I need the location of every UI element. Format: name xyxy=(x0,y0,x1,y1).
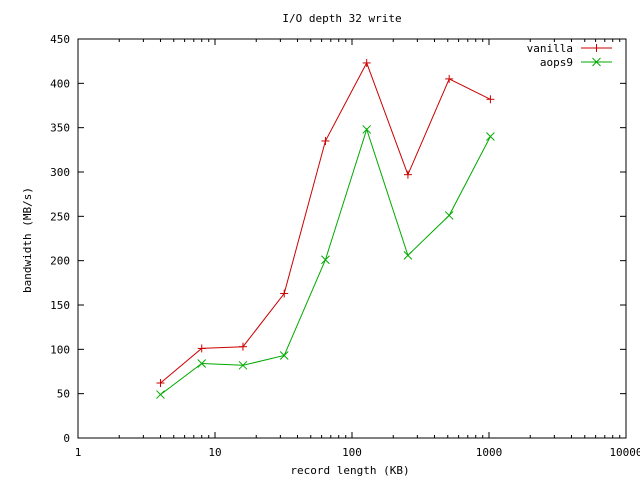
y-tick-label: 200 xyxy=(50,255,70,268)
x-tick-label: 100 xyxy=(342,446,362,459)
data-point-aops9 xyxy=(279,351,289,360)
marker-stroke xyxy=(362,125,372,134)
marker-stroke xyxy=(156,390,165,399)
data-point-vanilla xyxy=(156,379,165,388)
data-point-aops9 xyxy=(444,211,454,220)
series-line-aops9 xyxy=(160,127,491,395)
y-tick-label: 0 xyxy=(63,432,70,445)
chart-title: I/O depth 32 write xyxy=(282,12,401,25)
data-point-vanilla xyxy=(280,289,289,298)
data-point-aops9 xyxy=(156,390,165,399)
marker-stroke xyxy=(592,57,601,67)
marker-stroke xyxy=(238,360,248,370)
marker-stroke xyxy=(321,255,330,265)
marker-stroke xyxy=(197,359,207,368)
data-point-vanilla xyxy=(238,342,247,351)
legend-marker-aops9 xyxy=(592,57,601,67)
x-tick-label: 10 xyxy=(208,446,221,459)
marker-stroke xyxy=(444,211,454,220)
data-point-vanilla xyxy=(197,344,206,353)
marker-stroke xyxy=(403,250,413,260)
data-point-aops9 xyxy=(197,359,207,368)
legend-marker-vanilla xyxy=(592,44,601,52)
y-axis-label: bandwidth (MB/s) xyxy=(21,187,34,293)
legend-label-aops9: aops9 xyxy=(540,56,573,69)
y-tick-label: 150 xyxy=(50,299,70,312)
data-point-vanilla xyxy=(486,95,495,104)
y-tick-label: 100 xyxy=(50,343,70,356)
data-point-vanilla xyxy=(445,74,454,83)
data-point-aops9 xyxy=(362,125,372,134)
y-tick-label: 350 xyxy=(50,122,70,135)
y-tick-label: 300 xyxy=(50,166,70,179)
y-tick-label: 400 xyxy=(50,77,70,90)
x-tick-label: 1 xyxy=(75,446,82,459)
x-tick-label: 10000 xyxy=(609,446,640,459)
x-tick-label: 1000 xyxy=(476,446,503,459)
plot-border xyxy=(77,38,627,439)
y-tick-label: 50 xyxy=(57,388,70,401)
data-point-aops9 xyxy=(321,255,330,265)
legend-label-vanilla: vanilla xyxy=(527,42,573,55)
y-tick-label: 250 xyxy=(50,210,70,223)
data-point-aops9 xyxy=(238,360,248,370)
data-point-vanilla xyxy=(362,58,371,67)
x-axis-label: record length (KB) xyxy=(290,464,409,477)
y-tick-label: 450 xyxy=(50,33,70,46)
data-point-aops9 xyxy=(403,250,413,260)
data-point-vanilla xyxy=(321,136,330,145)
data-point-aops9 xyxy=(486,132,495,141)
marker-stroke xyxy=(279,351,289,360)
data-point-vanilla xyxy=(403,170,412,179)
marker-stroke xyxy=(486,132,495,141)
